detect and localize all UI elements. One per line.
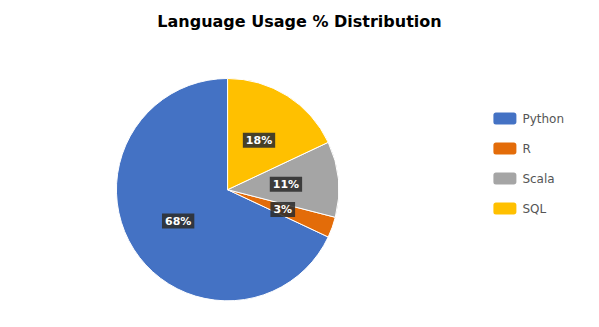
svg-text:11%: 11% xyxy=(273,178,299,191)
svg-text:Python: Python xyxy=(522,112,564,126)
svg-text:SQL: SQL xyxy=(522,202,546,216)
svg-text:R: R xyxy=(522,142,530,156)
svg-text:68%: 68% xyxy=(165,215,191,228)
svg-text:3%: 3% xyxy=(273,203,292,216)
svg-text:Scala: Scala xyxy=(522,172,554,186)
svg-text:18%: 18% xyxy=(246,134,272,147)
svg-text:Language Usage % Distribution: Language Usage % Distribution xyxy=(157,12,441,31)
